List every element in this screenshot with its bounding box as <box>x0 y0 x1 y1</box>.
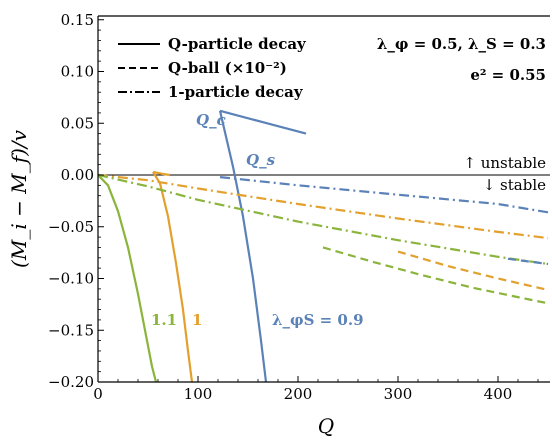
y-tick-label-2: 0.05 <box>61 114 94 132</box>
parameters-line1: λ_φ = 0.5, λ_S = 0.3 <box>377 35 546 53</box>
series-green-solid-4 <box>98 174 158 382</box>
unstable-label: ↑ unstable <box>463 154 546 172</box>
x-tick-label-100: 100 <box>184 385 213 403</box>
legend-label-dashed: Q-ball (×10⁻²) <box>168 59 287 77</box>
series-orange-solid-3 <box>152 170 171 177</box>
lambda-phis-label: λ_φS = 0.9 <box>272 311 364 329</box>
x-axis-title: Q <box>318 414 334 438</box>
series-blue-dashed-8 <box>507 257 549 266</box>
series-blue-solid-1 <box>219 109 307 135</box>
series-layer <box>98 109 549 382</box>
y-tick-label-3: 0.00 <box>61 166 94 184</box>
legend: Q-particle decay Q-ball (×10⁻²) 1-partic… <box>118 35 307 101</box>
legend-label-solid: Q-particle decay <box>168 35 307 53</box>
y-tick-label-0: 0.15 <box>61 11 94 29</box>
y-tick-label-7: −0.20 <box>48 373 94 391</box>
tick-layer: 0 100 200 300 400 0.15 0.10 0.05 0.00 −0.05 −0.10 −… <box>48 11 539 403</box>
qc-label: Q_c <box>196 111 226 129</box>
y-tick-label-6: −0.15 <box>48 321 94 339</box>
qs-label: Q_s <box>246 151 276 169</box>
x-tick-label-0: 0 <box>93 385 103 403</box>
series-orange-dashdot-6 <box>98 173 549 240</box>
y-axis-title: (M_i − M_f)/v <box>7 129 31 268</box>
x-tick-label-300: 300 <box>384 385 413 403</box>
x-tick-label-400: 400 <box>484 385 513 403</box>
y-tick-label-1: 0.10 <box>61 63 94 81</box>
orange-curve-label: 1 <box>192 311 202 329</box>
series-orange-dashed-9 <box>397 250 549 291</box>
series-green-dashdot-7 <box>98 173 549 266</box>
legend-label-dashdot: 1-particle decay <box>168 83 304 101</box>
stable-label: ↓ stable <box>483 176 546 194</box>
series-blue-solid-0 <box>218 110 268 382</box>
parameters-line2: e² = 0.55 <box>470 66 546 84</box>
green-curve-label: 1.1 <box>151 311 177 329</box>
series-green-dashed-10 <box>322 246 549 305</box>
x-tick-label-200: 200 <box>284 385 313 403</box>
y-tick-label-5: −0.10 <box>48 270 94 288</box>
y-tick-label-4: −0.05 <box>48 218 94 236</box>
